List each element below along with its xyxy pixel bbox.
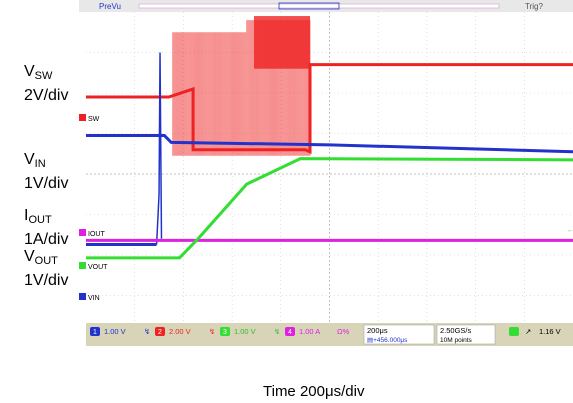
acquisition-box[interactable] (436, 324, 496, 345)
vout-label: VOUT 1V/div (24, 248, 69, 289)
vout-marker-icon[interactable] (79, 262, 86, 269)
vout-marker-label: VOUT (88, 264, 108, 271)
ch4-number: 4 (288, 329, 292, 336)
oscilloscope-display: PreVu Trig? SW IOUT VOUT VIN (79, 0, 573, 346)
ch1-number: 1 (93, 329, 97, 336)
traces (86, 16, 573, 260)
vin-label: VIN 1V/div (24, 151, 69, 192)
sw-marker-label: SW (88, 116, 100, 123)
right-edge-marker: ← (567, 227, 573, 234)
ch2-bw-icon: ↯ (209, 327, 215, 336)
trigger-slope-icon: ↗ (525, 327, 531, 336)
ch4-suffix: Ω% (337, 327, 350, 336)
trace-vout (86, 157, 573, 260)
vin-marker-icon[interactable] (79, 293, 86, 300)
ch3-scale: 1.00 V (234, 327, 256, 336)
scope-plot: PreVu Trig? SW IOUT VOUT VIN (79, 0, 573, 346)
ch3-badge[interactable] (220, 327, 230, 336)
sw-marker-icon[interactable] (79, 114, 86, 121)
vsw-burst-dense-band (254, 16, 311, 69)
scope-top-left-label: PreVu (99, 2, 121, 11)
trigger-source-badge[interactable] (509, 327, 519, 336)
ch2-badge[interactable] (155, 327, 165, 336)
ch2-number: 2 (158, 329, 162, 336)
status-readouts: 1 1.00 V ↯ 2 2.00 V ↯ 3 1.00 V ↯ 4 1.00 … (90, 324, 561, 345)
iout-marker-label: IOUT (88, 231, 105, 238)
ch4-scale: 1.00 A (299, 327, 320, 336)
trace-vsw (86, 63, 573, 154)
timebase-box[interactable] (363, 324, 435, 345)
iout-marker-icon[interactable] (79, 229, 86, 236)
vsw-label: VSW 2V/div (24, 63, 69, 104)
trigger-position: ▤+456.000μs (367, 337, 408, 344)
scope-top-right-label: Trig? (525, 2, 543, 11)
trigger-level: 1.16 V (539, 327, 561, 336)
channel-markers: SW IOUT VOUT VIN ← (79, 114, 573, 302)
record-length: 10M points (440, 337, 473, 344)
time-caption: Time 200μs/div (263, 383, 365, 400)
ch1-badge[interactable] (90, 327, 100, 336)
trace-vin (86, 134, 573, 154)
sample-rate: 2.50GS/s (440, 326, 472, 335)
vin-marker-label: VIN (88, 295, 100, 302)
timebase-value: 200μs (367, 326, 388, 335)
ch2-scale: 2.00 V (169, 327, 191, 336)
record-view-window (278, 2, 340, 10)
vsw-switching-burst (172, 16, 311, 156)
record-position-bar (138, 3, 500, 9)
trace-iout-spike (155, 52, 163, 245)
ch4-badge[interactable] (285, 327, 295, 336)
ch1-bw-icon: ↯ (144, 327, 150, 336)
ch3-number: 3 (223, 329, 227, 336)
iout-label: IOUT 1A/div (24, 207, 69, 248)
ch3-bw-icon: ↯ (274, 327, 280, 336)
ch1-scale: 1.00 V (104, 327, 126, 336)
